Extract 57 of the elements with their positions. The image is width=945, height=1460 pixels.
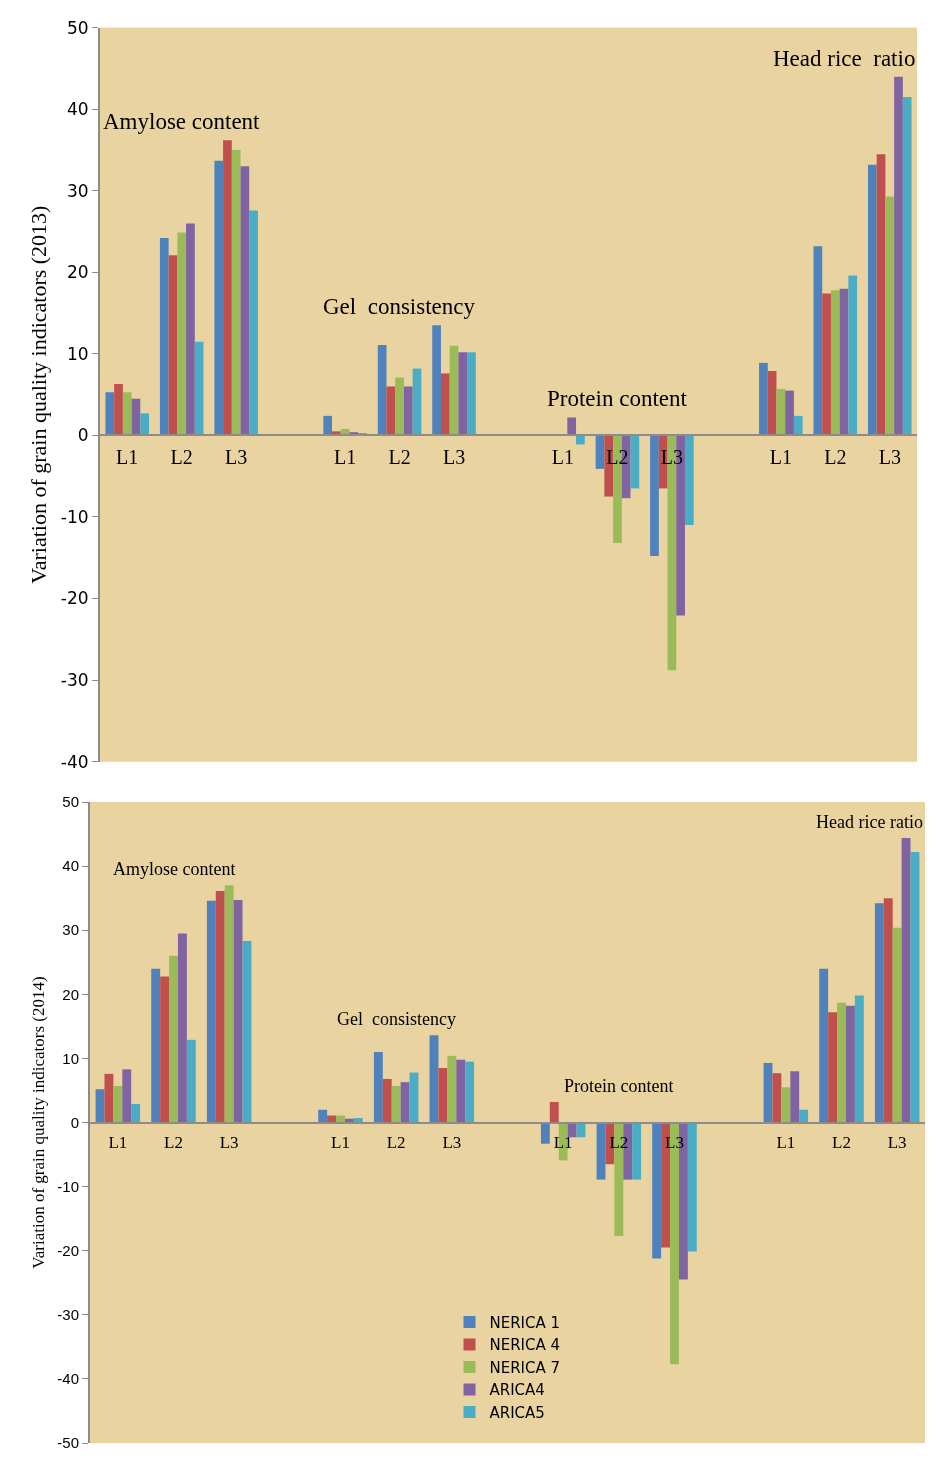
x-tick-label: L3 <box>225 446 248 469</box>
x-tick-label: L3 <box>887 1132 907 1152</box>
y-axis-title: Variation of grain quality indicators (2013) <box>26 205 52 584</box>
legend-label: ARICA4 <box>489 1381 545 1400</box>
x-tick-label: L1 <box>551 446 575 469</box>
legend-label: NERICA 7 <box>489 1358 561 1377</box>
y-tick-label: -10 <box>60 506 89 527</box>
y-tick-label: 30 <box>66 180 89 201</box>
y-tick-label: -40 <box>60 751 89 772</box>
annotation: Protein content <box>564 1076 674 1096</box>
y-tick-label: 0 <box>77 425 89 446</box>
x-tick-label: L1 <box>333 446 357 469</box>
x-tick-label: L2 <box>824 446 847 469</box>
x-tick-label: L1 <box>776 1132 796 1152</box>
x-tick-label: L3 <box>442 446 466 469</box>
x-tick-label: L1 <box>769 446 792 469</box>
x-tick-label: L1 <box>116 446 139 469</box>
y-tick-label: 50 <box>66 17 89 38</box>
y-tick-label: -30 <box>60 669 89 690</box>
x-tick-label: L1 <box>108 1132 128 1152</box>
annotation: Protein content <box>547 386 688 411</box>
y-axis-title: Variation of grain quality indicators (2014) <box>29 976 49 1269</box>
x-tick-label: L2 <box>164 1132 183 1152</box>
x-tick-label: L2 <box>386 1132 406 1152</box>
x-tick-label: L3 <box>219 1132 239 1152</box>
y-tick-label: -50 <box>57 1434 79 1452</box>
annotation: Gel consistency <box>323 294 476 319</box>
y-tick-label: -10 <box>57 1177 79 1195</box>
y-tick-label: 10 <box>62 1049 79 1067</box>
y-tick-label: -20 <box>57 1242 79 1260</box>
x-tick-label: L2 <box>170 446 193 469</box>
y-tick-label: 40 <box>62 857 79 875</box>
annotation: Head rice ratio <box>773 46 916 71</box>
x-tick-label: L1 <box>553 1132 573 1152</box>
x-tick-label: L1 <box>331 1132 350 1152</box>
y-tick-label: 30 <box>62 921 79 939</box>
annotation: Amylose content <box>113 859 236 879</box>
y-tick-label: 0 <box>70 1113 79 1131</box>
legend-label: NERICA 4 <box>489 1336 561 1355</box>
annotation: Amylose content <box>103 109 261 134</box>
y-tick-label: 20 <box>62 985 79 1003</box>
annotation: Gel consistency <box>337 1009 456 1029</box>
y-tick-label: -20 <box>60 588 89 609</box>
annotation: Head rice ratio <box>816 812 923 832</box>
y-tick-label: -40 <box>57 1370 79 1388</box>
x-tick-label: L2 <box>609 1132 629 1152</box>
y-tick-label: 10 <box>66 343 89 364</box>
y-tick-label: -30 <box>57 1306 79 1324</box>
y-tick-label: 40 <box>66 99 89 120</box>
x-tick-label: L3 <box>442 1132 462 1152</box>
x-tick-label: L2 <box>832 1132 851 1152</box>
legend-label: NERICA 1 <box>489 1313 561 1332</box>
legend-label: ARICA5 <box>489 1403 545 1422</box>
y-tick-label: 50 <box>62 793 79 811</box>
x-tick-label: L2 <box>388 446 411 469</box>
y-tick-label: 20 <box>66 262 89 283</box>
x-tick-label: L3 <box>878 446 901 469</box>
